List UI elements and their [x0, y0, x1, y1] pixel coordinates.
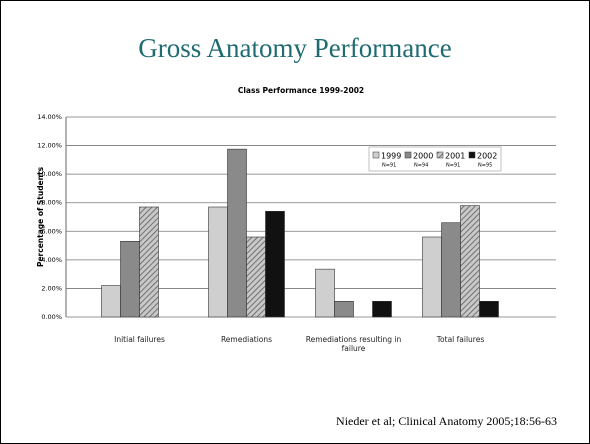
- legend-sample: N=91: [446, 163, 460, 169]
- bar: [479, 300, 499, 318]
- y-tick-label: 2.00%: [41, 284, 62, 292]
- bar: [422, 236, 442, 318]
- bar: [246, 236, 266, 318]
- legend-sample: N=95: [478, 163, 492, 169]
- y-tick-label: 14.00%: [37, 113, 62, 121]
- x-tick-label: Initial failures: [114, 335, 165, 344]
- bar: [334, 300, 354, 318]
- x-tick-label: Total failures: [436, 335, 485, 344]
- bar: [139, 206, 159, 318]
- legend-swatch: [436, 151, 444, 159]
- bar: [265, 210, 285, 318]
- x-tick-label: Remediations: [220, 335, 273, 344]
- bar: [441, 222, 461, 318]
- bar: [227, 148, 247, 318]
- chart-title: Class Performance 1999-2002: [238, 86, 364, 95]
- bar: [460, 205, 480, 318]
- y-tick-label: 4.00%: [41, 256, 62, 264]
- legend-swatch: [468, 151, 476, 159]
- bar: [101, 285, 121, 318]
- legend-label: 2000: [413, 152, 433, 161]
- bar: [208, 206, 228, 318]
- legend-label: 1999: [381, 152, 401, 161]
- legend-swatch: [372, 151, 380, 159]
- legend-label: 2001: [445, 152, 465, 161]
- y-tick-label: 12.00%: [37, 142, 62, 150]
- legend-sample: N=91: [382, 163, 396, 169]
- bar: [372, 300, 392, 318]
- y-tick-label: 0.00%: [41, 313, 62, 321]
- y-axis-label: Percentage of Students: [36, 166, 45, 267]
- citation: Nieder et al; Clinical Anatomy 2005;18:5…: [336, 414, 557, 428]
- legend-swatch: [404, 151, 412, 159]
- y-tick-label: 8.00%: [41, 199, 62, 207]
- legend-label: 2002: [477, 152, 497, 161]
- legend-sample: N=94: [414, 163, 428, 169]
- bar: [315, 268, 335, 318]
- y-tick-label: 10.00%: [37, 170, 62, 178]
- slide-title: Gross Anatomy Performance: [138, 33, 451, 63]
- x-tick-label: Remediations resulting in failure: [305, 335, 402, 353]
- legend-box: [368, 146, 502, 172]
- y-tick-label: 6.00%: [41, 227, 62, 235]
- bar: [120, 240, 140, 318]
